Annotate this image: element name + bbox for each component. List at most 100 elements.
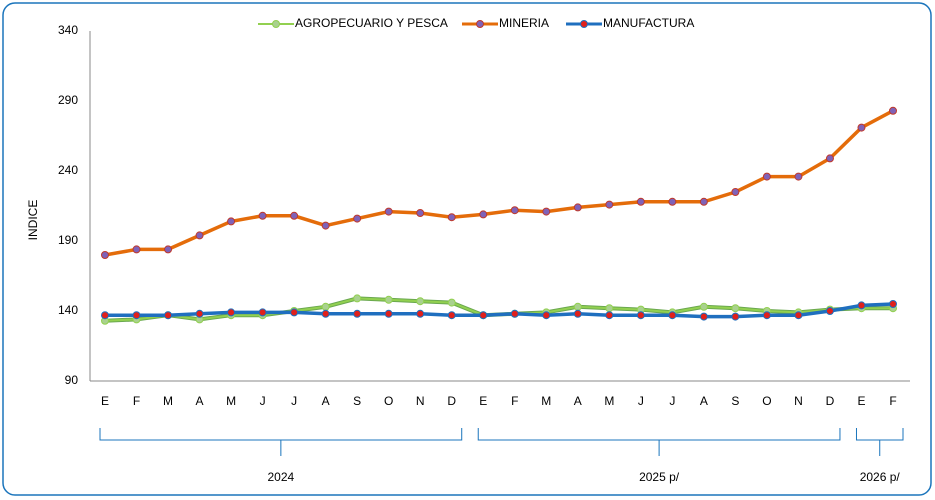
x-tick-label: M (541, 394, 551, 408)
x-tick-label: A (322, 394, 330, 408)
x-tick-label: J (260, 394, 266, 408)
x-tick-label: A (574, 394, 582, 408)
x-tick-label: O (384, 394, 393, 408)
x-tick-label: N (416, 394, 425, 408)
series-line (105, 302, 894, 319)
data-point (542, 207, 551, 216)
legend-label: MANUFACTURA (603, 16, 694, 30)
legend-label: AGROPECUARIO Y PESCA (295, 16, 448, 30)
data-point (731, 304, 740, 313)
data-point (479, 210, 488, 219)
data-point (447, 213, 456, 222)
data-point (573, 309, 582, 318)
data-point (384, 309, 393, 318)
data-point (605, 311, 614, 320)
x-tick-label: E (101, 394, 109, 408)
data-point (447, 298, 456, 307)
y-tick-label: 140 (58, 303, 78, 317)
data-point (195, 309, 204, 318)
x-tick-label: J (291, 394, 297, 408)
data-point (195, 231, 204, 240)
data-point (825, 307, 834, 315)
group-bracket (99, 428, 463, 456)
data-point (321, 309, 330, 318)
data-point (510, 206, 519, 215)
legend-marker (272, 20, 280, 28)
data-point (699, 312, 708, 321)
x-tick-label: E (479, 394, 487, 408)
x-tick-label: F (511, 394, 518, 408)
x-tick-label: M (163, 394, 173, 408)
x-tick-label: S (353, 394, 361, 408)
data-point (794, 172, 803, 181)
group-bracket (477, 428, 841, 456)
data-point (668, 311, 677, 320)
group-bracket (855, 428, 904, 456)
x-tick-label: F (133, 394, 140, 408)
data-point (573, 302, 582, 311)
x-tick-label: F (889, 394, 896, 408)
data-point (353, 214, 362, 223)
data-point (762, 172, 771, 181)
data-point (699, 197, 708, 206)
data-point (699, 302, 708, 311)
data-point (290, 308, 299, 317)
x-tick-label: J (638, 394, 644, 408)
series-line (104, 109, 894, 257)
legend-marker (476, 20, 484, 28)
data-point (416, 297, 425, 306)
y-tick-label: 290 (58, 93, 78, 107)
data-point (479, 311, 488, 320)
data-point (132, 245, 141, 254)
data-point (384, 207, 393, 216)
data-point (132, 311, 141, 320)
data-point (321, 221, 330, 230)
group-label: 2024 (268, 470, 295, 484)
data-point (857, 301, 866, 310)
y-tick-label: 340 (58, 23, 78, 37)
group-label: 2025 p/ (639, 470, 680, 484)
x-tick-label: J (669, 394, 675, 408)
legend-label: MINERIA (499, 16, 549, 30)
data-point (889, 300, 897, 308)
data-point (605, 304, 614, 313)
data-point (542, 311, 551, 320)
data-point (447, 311, 456, 320)
x-tick-label: S (731, 394, 739, 408)
x-tick-label: A (700, 394, 708, 408)
x-tick-label: E (857, 394, 865, 408)
x-tick-label: M (226, 394, 236, 408)
data-point (794, 311, 803, 320)
y-tick-label: 90 (65, 373, 79, 387)
x-tick-label: A (196, 394, 204, 408)
data-point (227, 308, 236, 317)
legend-marker (580, 20, 588, 28)
data-point (668, 197, 677, 206)
data-point (605, 200, 614, 209)
y-tick-label: 190 (58, 233, 78, 247)
data-point (416, 209, 425, 217)
x-tick-label: M (604, 394, 614, 408)
data-point (321, 302, 330, 311)
y-tick-label: 240 (58, 163, 78, 177)
data-point (101, 311, 109, 320)
data-point (290, 211, 299, 220)
data-point (857, 123, 866, 132)
data-point (101, 251, 109, 259)
x-tick-label: D (826, 394, 835, 408)
data-point (510, 309, 519, 318)
data-point (227, 217, 236, 226)
data-point (762, 311, 771, 320)
data-point (353, 294, 362, 303)
data-point (731, 188, 740, 196)
data-point (258, 211, 267, 220)
data-point (353, 309, 362, 318)
data-point (825, 154, 834, 163)
data-point (416, 309, 425, 318)
data-point (636, 197, 645, 206)
x-tick-label: N (794, 394, 803, 408)
data-point (731, 312, 740, 321)
data-point (889, 106, 897, 115)
